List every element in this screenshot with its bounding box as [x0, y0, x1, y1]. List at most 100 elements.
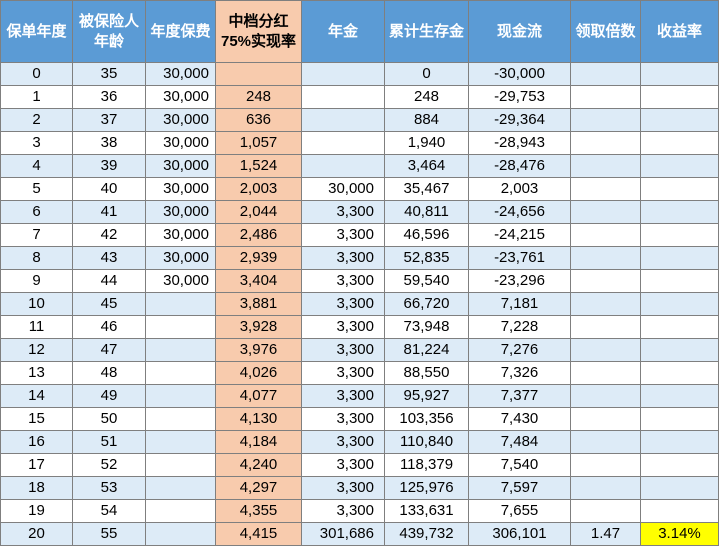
cell-policy-year: 2: [0, 108, 73, 132]
cell-multiple: [570, 384, 641, 408]
cell-cash-flow: 7,181: [468, 292, 571, 316]
cell-age: 43: [72, 246, 146, 270]
header-text: 75%实现率: [220, 32, 297, 50]
cell-multiple: [570, 292, 641, 316]
cell-yield: [640, 407, 719, 431]
cell-dividend: 3,976: [215, 338, 302, 362]
table-row: 11 46 3,928 3,300 73,948 7,228: [0, 315, 719, 339]
cell-policy-year: 9: [0, 269, 73, 293]
cell-dividend: 3,404: [215, 269, 302, 293]
cell-policy-year: 19: [0, 499, 73, 523]
cell-cash-flow: -28,476: [468, 154, 571, 178]
cell-dividend: 248: [215, 85, 302, 109]
header-yield: 收益率: [640, 0, 719, 63]
cell-annuity: 3,300: [301, 338, 385, 362]
table-row: 17 52 4,240 3,300 118,379 7,540: [0, 453, 719, 477]
header-cash-flow: 现金流: [468, 0, 571, 63]
cell-cash-flow: -23,761: [468, 246, 571, 270]
cell-dividend: 636: [215, 108, 302, 132]
cell-dividend: 4,184: [215, 430, 302, 454]
header-text: 中档分红: [228, 12, 289, 30]
cell-cash-flow: 7,326: [468, 361, 571, 385]
cell-premium: 30,000: [145, 154, 216, 178]
cell-cash-flow: -23,296: [468, 269, 571, 293]
header-policy-year: 保单年度: [0, 0, 73, 63]
cell-cash-flow: 7,228: [468, 315, 571, 339]
cell-cumulative: 35,467: [384, 177, 469, 201]
header-text: 年度保费: [150, 22, 211, 40]
cell-premium: [145, 338, 216, 362]
cell-age: 48: [72, 361, 146, 385]
cell-policy-year: 13: [0, 361, 73, 385]
cell-premium: [145, 453, 216, 477]
cell-multiple: [570, 62, 641, 86]
cell-yield: [640, 154, 719, 178]
cell-multiple: [570, 131, 641, 155]
cell-age: 42: [72, 223, 146, 247]
table-row: 4 39 30,000 1,524 3,464 -28,476: [0, 154, 719, 178]
table-row: 7 42 30,000 2,486 3,300 46,596 -24,215: [0, 223, 719, 247]
cell-cumulative: 110,840: [384, 430, 469, 454]
cell-yield: [640, 223, 719, 247]
cell-premium: [145, 384, 216, 408]
cell-multiple: [570, 200, 641, 224]
cell-yield: [640, 430, 719, 454]
cell-cumulative: 88,550: [384, 361, 469, 385]
cell-multiple: [570, 246, 641, 270]
cell-policy-year: 18: [0, 476, 73, 500]
cell-multiple: [570, 223, 641, 247]
cell-annuity: 3,300: [301, 223, 385, 247]
cell-annuity: [301, 62, 385, 86]
cell-premium: [145, 407, 216, 431]
table-row: 2 37 30,000 636 884 -29,364: [0, 108, 719, 132]
header-annuity: 年金: [301, 0, 385, 63]
cell-premium: [145, 522, 216, 546]
cell-yield: [640, 292, 719, 316]
cell-cumulative: 95,927: [384, 384, 469, 408]
cell-age: 49: [72, 384, 146, 408]
cell-dividend: 4,355: [215, 499, 302, 523]
cell-yield: [640, 361, 719, 385]
table-row: 20 55 4,415 301,686 439,732 306,101 1.47 3.14%: [0, 522, 719, 546]
cell-annuity: 3,300: [301, 453, 385, 477]
table-row: 5 40 30,000 2,003 30,000 35,467 2,003: [0, 177, 719, 201]
cell-multiple: [570, 430, 641, 454]
header-text: 收益率: [656, 22, 702, 40]
table-row: 14 49 4,077 3,300 95,927 7,377: [0, 384, 719, 408]
cell-annuity: 30,000: [301, 177, 385, 201]
cell-age: 41: [72, 200, 146, 224]
cell-cumulative: 884: [384, 108, 469, 132]
cell-policy-year: 12: [0, 338, 73, 362]
cell-cash-flow: 306,101: [468, 522, 571, 546]
table-row: 13 48 4,026 3,300 88,550 7,326: [0, 361, 719, 385]
cell-multiple: [570, 453, 641, 477]
cell-multiple: [570, 499, 641, 523]
cell-premium: 30,000: [145, 223, 216, 247]
cell-age: 47: [72, 338, 146, 362]
cell-cash-flow: 7,276: [468, 338, 571, 362]
cell-age: 53: [72, 476, 146, 500]
cell-premium: 30,000: [145, 62, 216, 86]
cell-cumulative: 81,224: [384, 338, 469, 362]
cell-age: 36: [72, 85, 146, 109]
table-row: 3 38 30,000 1,057 1,940 -28,943: [0, 131, 719, 155]
cell-annuity: 3,300: [301, 430, 385, 454]
cell-cumulative: 439,732: [384, 522, 469, 546]
header-text: 保单年度: [6, 22, 67, 40]
cell-age: 54: [72, 499, 146, 523]
cell-cash-flow: -28,943: [468, 131, 571, 155]
cell-annuity: 3,300: [301, 200, 385, 224]
cell-annuity: 3,300: [301, 384, 385, 408]
cell-premium: [145, 315, 216, 339]
cell-cumulative: 46,596: [384, 223, 469, 247]
cell-cash-flow: -24,656: [468, 200, 571, 224]
cell-multiple: [570, 108, 641, 132]
cell-age: 51: [72, 430, 146, 454]
cell-policy-year: 17: [0, 453, 73, 477]
cell-cumulative: 73,948: [384, 315, 469, 339]
cell-policy-year: 20: [0, 522, 73, 546]
cell-cumulative: 118,379: [384, 453, 469, 477]
cell-policy-year: 14: [0, 384, 73, 408]
cell-cash-flow: 7,655: [468, 499, 571, 523]
cell-age: 44: [72, 269, 146, 293]
